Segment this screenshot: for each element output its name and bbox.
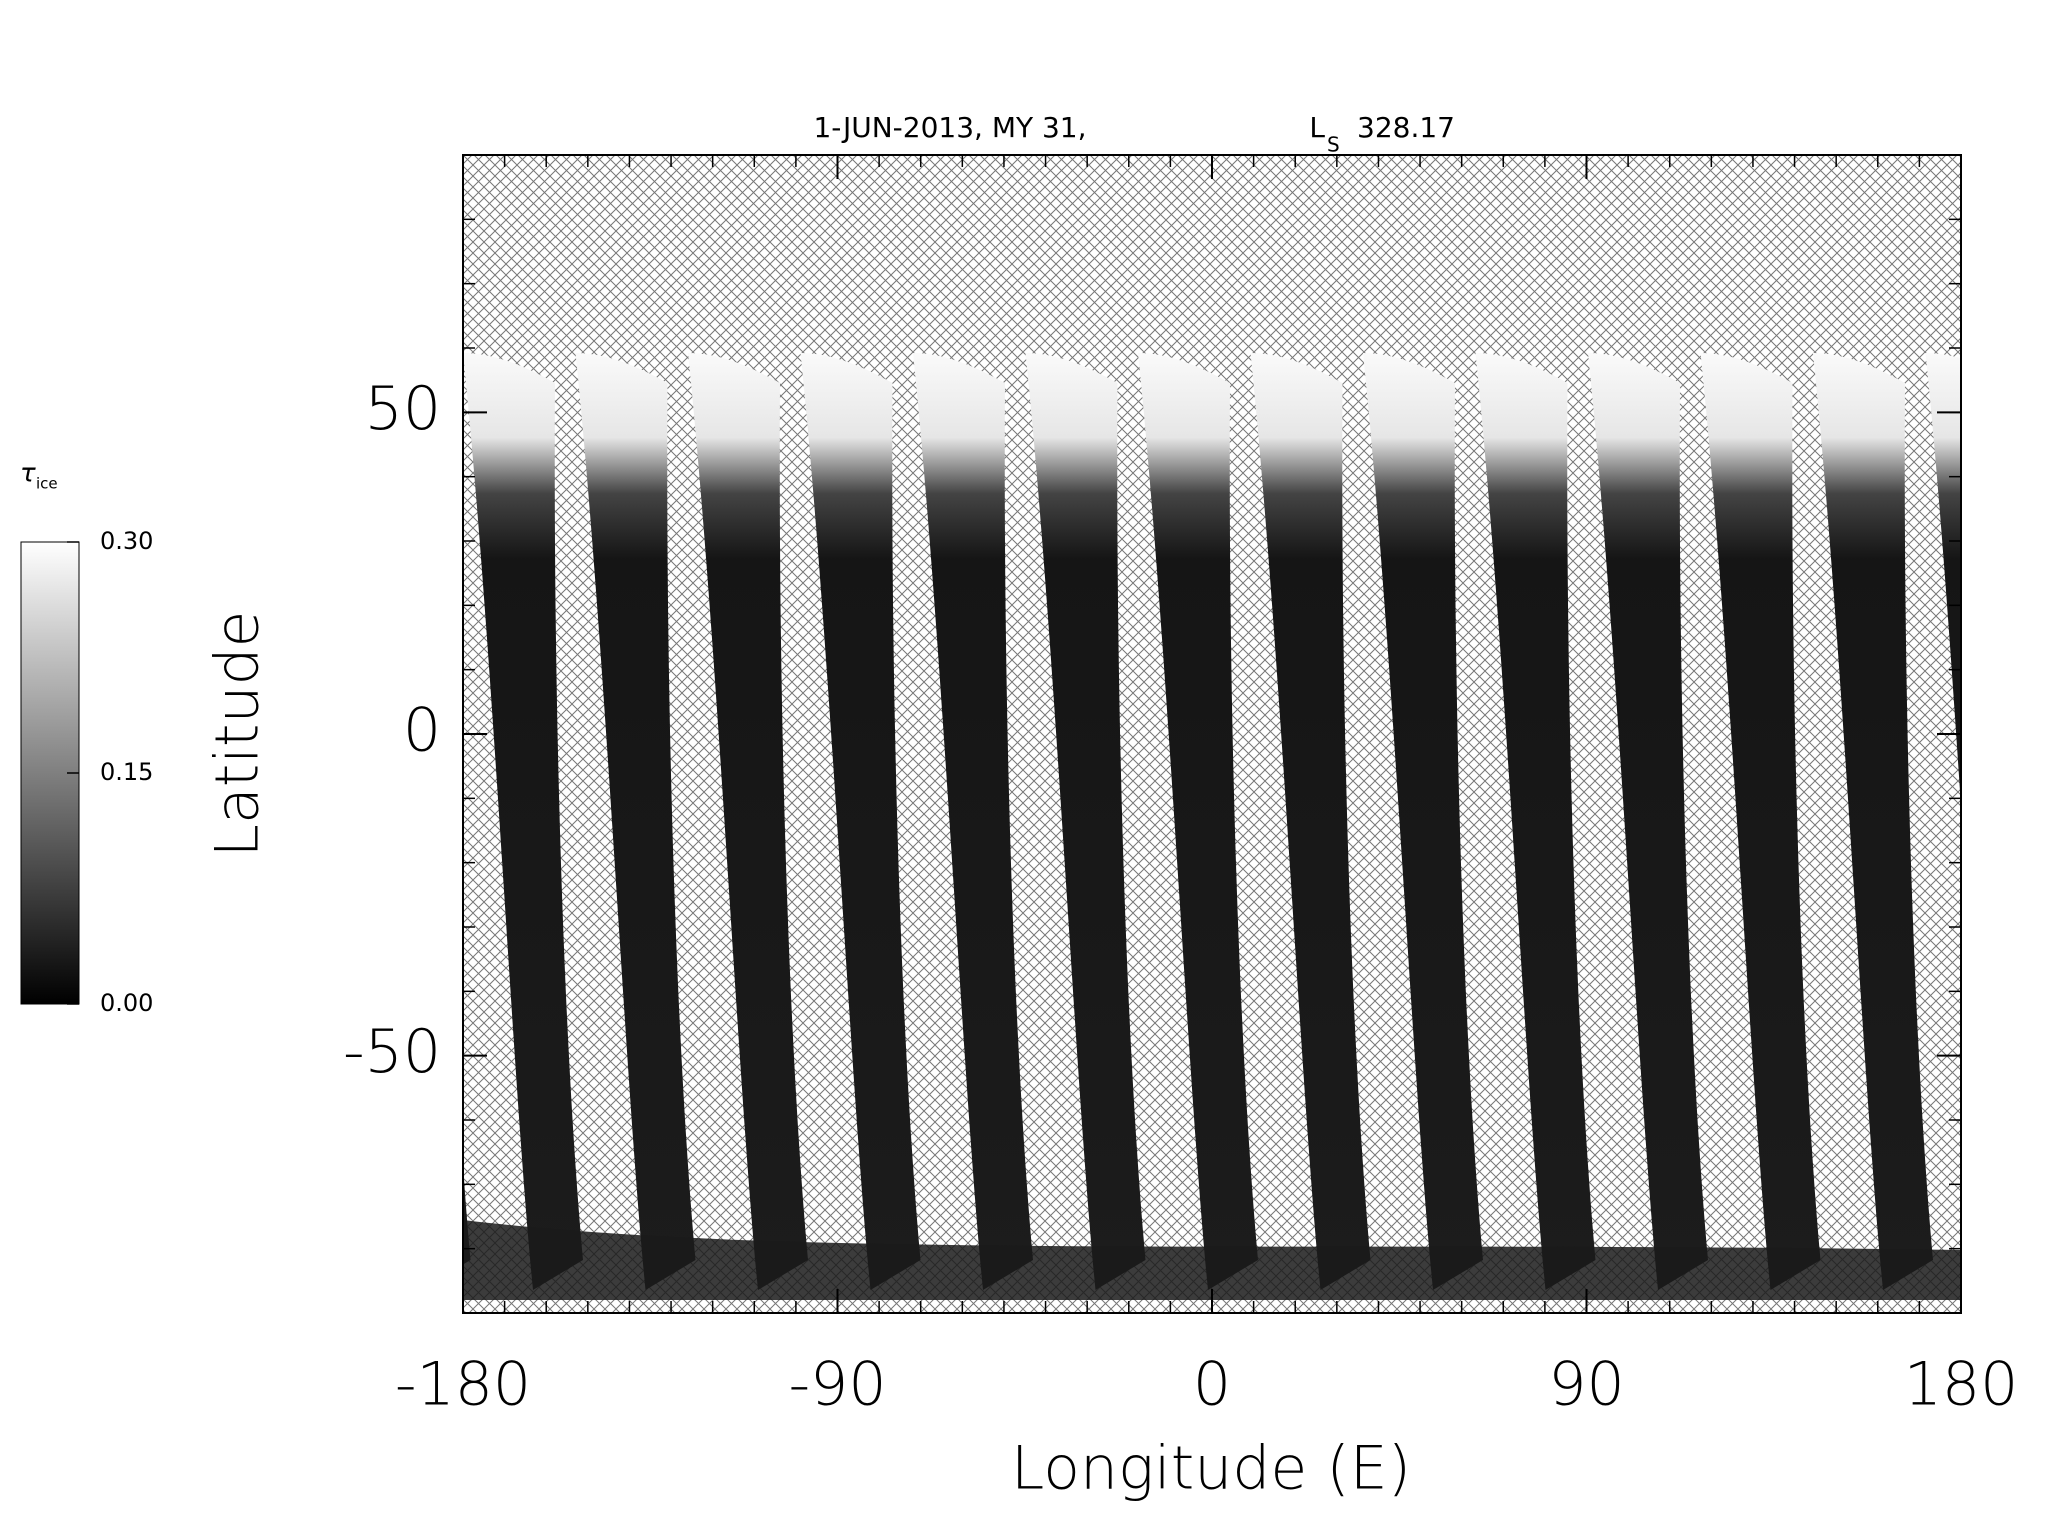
title-symbol: L — [1309, 111, 1325, 144]
swath — [1700, 353, 1821, 1290]
swath — [463, 353, 583, 1290]
colorbar-symbol: τ — [20, 459, 36, 489]
swath — [800, 353, 921, 1290]
swath — [1475, 353, 1596, 1290]
title: 1-JUN-2013, MY 31, — [813, 111, 1086, 144]
swath — [688, 353, 808, 1290]
x-axis-label: Longitude (E) — [1011, 1434, 1411, 1504]
swath — [1138, 353, 1258, 1290]
polar-band — [463, 1220, 1961, 1300]
y-tick-label: -50 — [343, 1017, 441, 1087]
title-subscript: S — [1327, 133, 1340, 157]
title-value: 328.17 — [1357, 111, 1455, 144]
y-axis-label: Latitude — [203, 611, 273, 858]
swath — [1588, 353, 1708, 1290]
x-tick-label: -90 — [789, 1350, 887, 1420]
colorbar-subscript: ice — [36, 475, 58, 493]
y-tick-label: 50 — [365, 374, 441, 444]
swath — [575, 353, 696, 1290]
y-tick-label: 0 — [403, 696, 441, 766]
swath — [1250, 353, 1371, 1290]
x-tick-label: 0 — [1193, 1350, 1231, 1420]
swath — [1925, 353, 1961, 807]
swath — [463, 1165, 471, 1265]
x-tick-label: -180 — [395, 1350, 531, 1420]
colorbar-tick-label: 0.00 — [100, 989, 153, 1017]
x-tick-label: 180 — [1904, 1350, 2019, 1420]
colorbar-tick-label: 0.30 — [100, 527, 153, 555]
swath — [1813, 353, 1933, 1290]
swath-layer — [463, 353, 1961, 1300]
x-tick-label: 90 — [1548, 1350, 1624, 1420]
swath — [1025, 353, 1146, 1290]
colorbar-tick-label: 0.15 — [100, 758, 153, 786]
swath — [1363, 353, 1483, 1290]
swath — [913, 353, 1033, 1290]
